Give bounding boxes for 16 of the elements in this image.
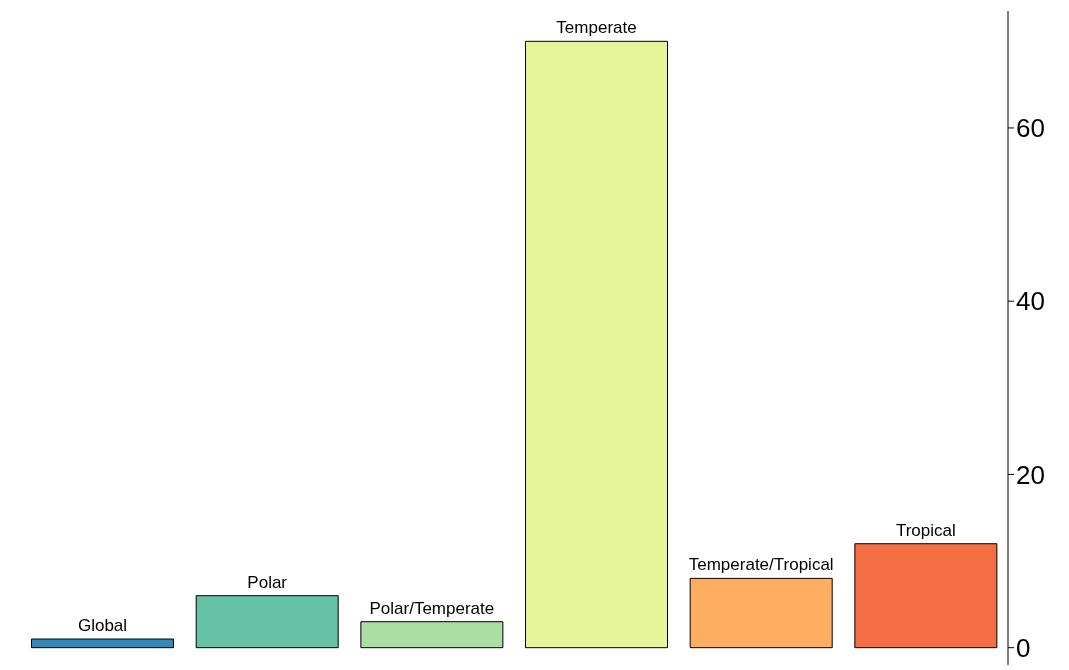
bar (195, 595, 339, 649)
y-tick-label: 0 (1016, 632, 1031, 663)
x-tick-label: Tropical (895, 520, 956, 540)
y-tick-label: 20 (1016, 459, 1045, 490)
x-tick-label: Temperate (556, 18, 637, 38)
y-tick-label: 40 (1016, 286, 1045, 317)
y-tick-label: 60 (1016, 113, 1045, 144)
bar (525, 40, 669, 649)
x-tick-label: Temperate/Tropical (688, 555, 834, 575)
bar (854, 543, 998, 649)
bar (360, 621, 504, 649)
x-tick-label: Polar (247, 572, 288, 592)
bar (689, 577, 833, 649)
x-tick-label: Global (77, 616, 128, 636)
x-tick-label: Polar/Temperate (369, 598, 495, 618)
bar (31, 638, 175, 649)
